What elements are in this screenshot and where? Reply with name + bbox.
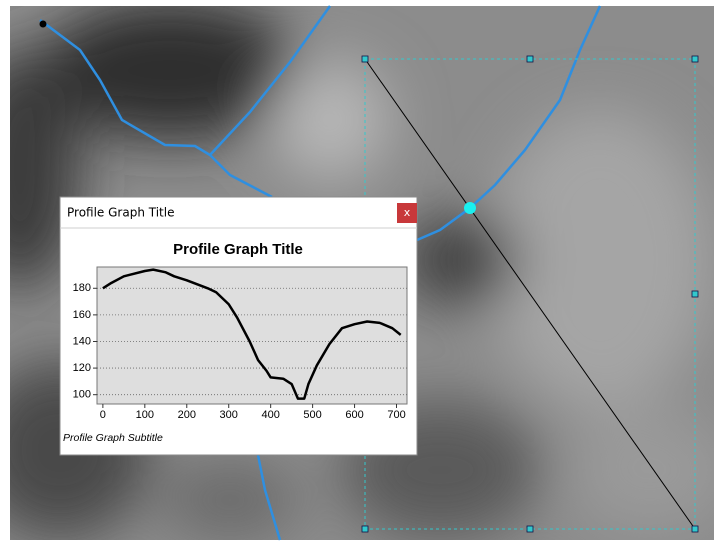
chart-title: Profile Graph Title [173,241,303,258]
y-tick-label: 180 [73,282,91,294]
plot: 100 120 140 160 180 0 100 200 300 400 500 600 700 [73,267,407,421]
close-label[interactable]: x [404,206,411,219]
x-tick-label: 300 [220,409,238,421]
page: Profile Graph Title x Profile Graph Titl… [0,0,724,548]
chart-subtitle: Profile Graph Subtitle [63,432,163,444]
plot-area [97,267,407,404]
y-tick-label: 140 [73,335,91,347]
x-tick-label: 200 [178,409,196,421]
y-tick-label: 160 [73,309,91,321]
screen: Profile Graph Title x Profile Graph Titl… [0,0,724,548]
x-tick-label: 700 [387,409,405,421]
x-tick-label: 0 [100,409,106,421]
x-tick-label: 600 [345,409,363,421]
intersection-point [464,202,476,214]
window-title: Profile Graph Title [67,206,174,220]
y-tick-label: 100 [73,389,91,401]
vertex [40,21,47,28]
x-tick-label: 400 [261,409,279,421]
profile-window: Profile Graph Title x Profile Graph Titl… [60,197,417,455]
y-tick-label: 120 [73,362,91,374]
x-tick-label: 500 [303,409,321,421]
x-tick-label: 100 [136,409,154,421]
